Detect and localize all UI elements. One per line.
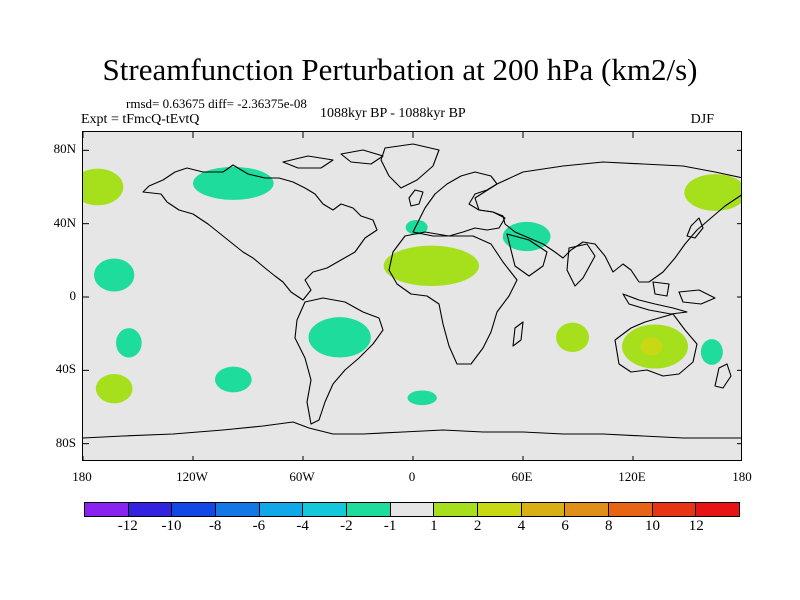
anomaly-mediterranean-negative	[405, 220, 428, 235]
coastline-layer	[83, 143, 741, 439]
lon-tick-label: 120W	[176, 469, 208, 484]
lat-tick-label: 80N	[53, 141, 76, 157]
colorbar-label: 10	[645, 518, 661, 534]
colorbar-segment	[521, 503, 566, 516]
coastline-india	[566, 243, 596, 287]
colorbar-segment	[652, 503, 697, 516]
lon-tick-label: 60W	[289, 469, 315, 484]
lat-tick-label: 80S	[55, 434, 76, 450]
anomaly-east-pacific-negative	[94, 258, 135, 292]
colorbar-segment	[172, 503, 217, 516]
lat-tick-label: 0	[69, 288, 77, 303]
colorbar-label: -8	[208, 518, 222, 534]
lon-tick-label: 120E	[618, 469, 646, 484]
colorbar-label: 8	[605, 518, 613, 534]
map-canvas	[83, 132, 741, 460]
map-panel	[82, 131, 742, 461]
lon-tick-label: 0	[408, 469, 416, 484]
colorbar-label: -2	[340, 518, 353, 534]
lat-tick-label: 40N	[53, 214, 76, 230]
anomaly-layer	[83, 166, 741, 406]
colorbar-segment	[478, 503, 522, 516]
colorbar-segment	[85, 503, 129, 516]
colorbar-label: -12	[117, 518, 138, 534]
anomaly-southeast-pacific-negative	[215, 366, 252, 393]
coastline-indonesia	[622, 281, 716, 315]
plot-title: Streamfunction Perturbation at 200 hPa (…	[102, 52, 698, 87]
colorbar-segment	[303, 503, 348, 516]
coastline-asia	[474, 161, 741, 283]
anomaly-tasman-negative	[700, 339, 723, 365]
anomaly-north-pacific-positive-west	[83, 168, 124, 206]
colorbar-segment	[609, 503, 653, 516]
colorbar-label: -1	[383, 518, 397, 534]
coastline-australia	[614, 313, 698, 377]
colorbar-label: -6	[252, 518, 266, 534]
lat-tick-label: 40S	[55, 361, 76, 377]
coastline-madagascar	[512, 321, 524, 347]
colorbar-segment	[390, 503, 435, 516]
coastline-arabia	[506, 233, 548, 277]
coastline-africa	[388, 231, 518, 365]
anomaly-indian-ocean-positive	[556, 322, 589, 352]
anomaly-north-pacific-positive-east	[684, 174, 741, 211]
coastline-japan	[686, 217, 704, 239]
coastline-europe	[412, 171, 506, 237]
lon-tick-label: 180	[732, 469, 752, 484]
experiment-label: Expt = tFmcQ-tEvtQ	[81, 112, 200, 127]
colorbar-label: 12	[688, 518, 704, 534]
anomaly-south-pacific-negative	[116, 328, 142, 358]
coastline-antarctica	[83, 421, 741, 439]
coastline-arctic-islands	[282, 149, 384, 169]
colorbar-label: 4	[517, 518, 526, 534]
colorbar-label: 6	[561, 518, 569, 534]
colorbar-segment	[128, 503, 173, 516]
season-label: DJF	[690, 112, 714, 127]
axis-ticks	[83, 132, 741, 460]
period-label: 1088kyr BP - 1088kyr BP	[320, 106, 466, 121]
coastline-north-america	[142, 164, 378, 301]
colorbar	[84, 502, 740, 517]
anomaly-south-pacific-positive	[95, 374, 133, 404]
anomaly-sahara-positive	[383, 245, 480, 286]
colorbar-label: 1	[430, 518, 438, 534]
coastline-south-america	[294, 297, 384, 425]
lon-tick-label: 180	[72, 469, 92, 484]
colorbar-segment	[434, 503, 479, 516]
coastline-greenland	[380, 143, 440, 189]
rmsd-stats: rmsd= 0.63675 diff= -2.36375e-08	[126, 96, 307, 111]
colorbar-segment	[259, 503, 304, 516]
colorbar-label: 2	[473, 518, 482, 534]
colorbar-segment	[347, 503, 391, 516]
anomaly-brazil-atlantic-negative	[308, 317, 371, 358]
anomaly-australia-positive-core	[640, 337, 663, 356]
coastline-british-isles	[408, 189, 424, 207]
colorbar-label: -10	[161, 518, 182, 534]
colorbar-label: -4	[296, 518, 309, 534]
coastline-new-zealand	[714, 363, 732, 389]
anomaly-south-atlantic-negative	[407, 390, 437, 406]
colorbar-segment	[696, 503, 740, 516]
colorbar-segment	[216, 503, 260, 516]
lon-tick-label: 60E	[511, 469, 533, 484]
colorbar-segment	[565, 503, 610, 516]
